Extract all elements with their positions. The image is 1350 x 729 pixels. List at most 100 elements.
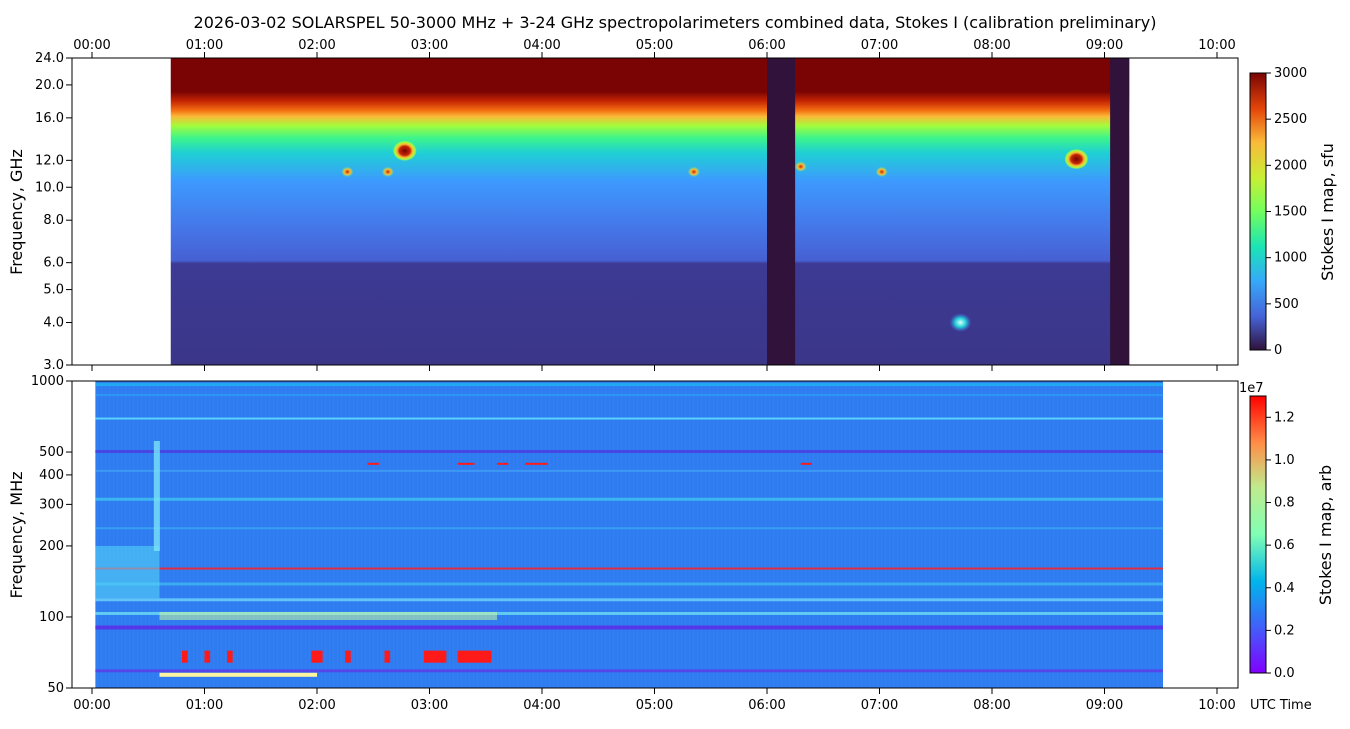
lower-freq-band-5 [95,497,1163,501]
upper-y-tick-label: 8.0 [43,213,64,228]
upper-y-tick-label: 10.0 [35,180,64,195]
upper-colorbar-tick-label: 3000 [1274,66,1307,81]
upper-colorbar-tick-label: 0 [1274,343,1282,358]
lower-freq-band-4 [95,469,1163,472]
bottom-time-tick-label: 09:00 [1086,698,1123,713]
lower-burst-7 [457,650,492,663]
upper-y-tick-label: 3.0 [43,358,64,373]
upper-y-tick-label: 6.0 [43,256,64,271]
bottom-time-axis: 00:00 01:00 02:00 03:00 04:00 05:00 06:00 07:00… [73,688,1236,713]
lower-y-tick-label: 300 [39,497,64,512]
lower-y-tick-label: 50 [47,681,64,696]
upper-data-gap-1 [1110,58,1130,365]
bottom-time-tick-label: 10:00 [1198,698,1235,713]
lower-burst-6 [423,650,447,663]
lower-freq-band-11 [95,625,1163,630]
upper-bright-spot-6 [875,166,888,177]
upper-y-tick-label: 12.0 [35,153,64,168]
utc-time-label: UTC Time [1250,698,1312,713]
lower-y-tick-label: 500 [39,445,64,460]
bottom-time-tick-label: 03:00 [411,698,448,713]
lower-colorbar-gradient [1249,395,1267,674]
top-time-axis: 00:00 01:00 02:00 03:00 04:00 05:00 06:00 07:00… [73,38,1236,371]
lower-colorbar-tick-label: 0.2 [1274,623,1295,638]
upper-heatmap-data [170,58,1130,365]
lower-low-band [159,672,317,677]
upper-y-tick-label: 16.0 [35,111,64,126]
top-time-tick-label: 05:00 [636,38,673,53]
bottom-time-tick-label: 02:00 [298,698,335,713]
top-time-tick-label: 03:00 [411,38,448,53]
lower-colorbar-label: Stokes I map, arb [1316,465,1335,605]
upper-heatmap-field [170,58,1130,365]
lower-red-mark-1 [457,462,475,465]
lower-colorbar-tick-label: 0.6 [1274,538,1295,553]
upper-y-tick-label: 4.0 [43,316,64,331]
lower-y-tick-label: 400 [39,468,64,483]
upper-bright-spot-1 [1064,148,1089,170]
upper-colorbar-tick-label: 1000 [1274,251,1307,266]
lower-burst-2 [227,650,233,663]
upper-y-tick-label: 24.0 [35,51,64,66]
upper-colorbar-gradient [1249,72,1267,351]
upper-y-tick-label: 5.0 [43,283,64,298]
upper-colorbar-tick-label: 1500 [1274,205,1307,220]
lower-burst-5 [384,650,391,663]
lower-colorbar-multiplier: 1e7 [1239,381,1264,396]
bottom-time-tick-label: 06:00 [748,698,785,713]
lower-freq-band-2 [95,417,1163,420]
upper-bright-spot-0 [392,140,417,162]
upper-y-axis-label: Frequency, GHz [7,149,26,275]
upper-colorbar-label: Stokes I map, sfu [1318,143,1337,281]
lower-colorbar-tick-label: 0.8 [1274,496,1295,511]
upper-bright-spot-5 [794,161,807,172]
bottom-time-tick-label: 08:00 [973,698,1010,713]
upper-colorbar-tick-label: 500 [1274,297,1299,312]
lower-burst-4 [345,650,351,663]
lower-freq-band-7 [95,567,1163,570]
upper-colorbar-tick-label: 2000 [1274,158,1307,173]
bottom-time-tick-label: 05:00 [636,698,673,713]
chart-title: 2026-03-02 SOLARSPEL 50-3000 MHz + 3-24 … [194,13,1157,32]
lower-freq-band-9 [95,598,1163,602]
lower-y-tick-label: 200 [39,539,64,554]
bottom-time-tick-label: 04:00 [523,698,560,713]
lower-burst-1 [204,650,211,663]
lower-freq-band-1 [95,394,1163,397]
lower-freq-band-8 [95,582,1163,586]
upper-y-tick-label: 20.0 [35,78,64,93]
lower-mid-band [159,611,497,620]
lower-y-axis-label: Frequency, MHz [7,471,26,598]
lower-red-mark-2 [497,462,509,465]
lower-heatmap-field [95,381,1163,688]
lower-heatmap-panel: 1000 500 400 300 200 100 50 00:00 01:00 02:00 03:… [7,374,1239,713]
upper-colorbar: 3000 2500 2000 1500 1000 500 0 Stokes I map, s… [1249,66,1337,358]
bottom-time-tick-label: 01:00 [186,698,223,713]
top-time-tick-label: 06:00 [748,38,785,53]
bottom-time-tick-label: 00:00 [73,698,110,713]
lower-burst-3 [311,650,323,663]
lower-freq-band-12 [95,669,1163,673]
lower-y-tick-label: 1000 [31,374,64,389]
lower-heatmap-data [95,381,1163,688]
lower-colorbar-tick-label: 0.0 [1274,666,1295,681]
lower-colorbar-tick-label: 0.4 [1274,581,1295,596]
lower-colorbar-tick-label: 1.2 [1274,410,1295,425]
upper-y-axis: 24.0 20.0 16.0 12.0 10.0 8.0 6.0 5.0 4.0 3.0 [35,51,72,373]
upper-bright-spot-3 [381,166,394,177]
top-time-tick-label: 04:00 [523,38,560,53]
lower-burst-0 [182,650,188,663]
upper-bright-spot-4 [687,166,700,177]
lower-burst-column [153,441,160,551]
top-time-tick-label: 00:00 [73,38,110,53]
bottom-time-tick-label: 07:00 [861,698,898,713]
top-time-tick-label: 10:00 [1198,38,1235,53]
lower-colorbar: 1.2 1.0 0.8 0.6 0.4 0.2 0.0 1e7 Stokes I map, … [1239,381,1335,681]
upper-bright-spot-2 [341,166,354,177]
lower-red-mark-4 [800,462,812,465]
lower-colorbar-tick-label: 1.0 [1274,453,1295,468]
top-time-tick-label: 07:00 [861,38,898,53]
lower-red-mark-0 [367,462,379,465]
lower-freq-band-3 [95,450,1163,454]
